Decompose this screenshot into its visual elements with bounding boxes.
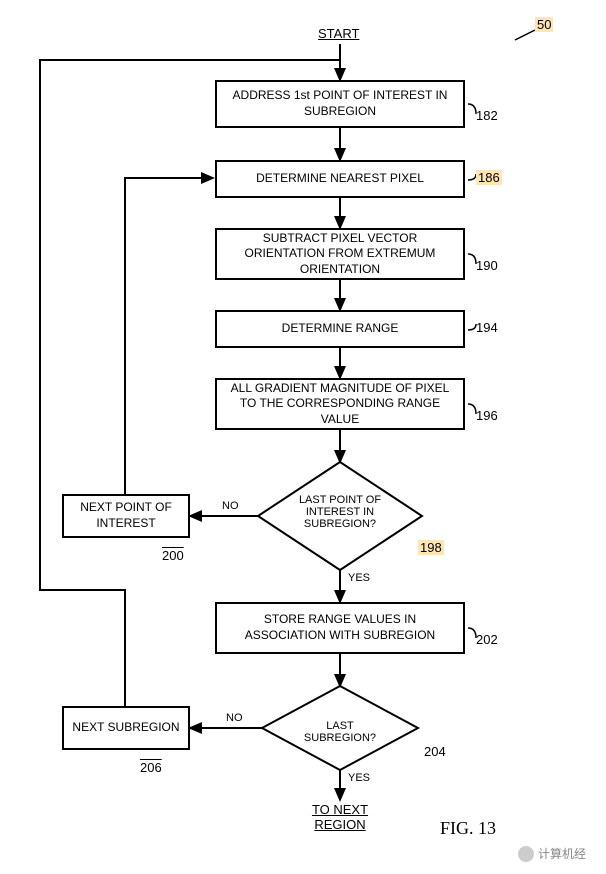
d204-no: NO [226,712,243,724]
start-label: START [318,26,359,41]
ref-194: 194 [476,320,498,335]
end-label: TO NEXT REGION [310,802,370,832]
ref-186: 186 [476,170,502,185]
node-190-text: SUBTRACT PIXEL VECTOR ORIENTATION FROM E… [225,231,455,278]
node-202: STORE RANGE VALUES IN ASSOCIATION WITH S… [215,602,465,654]
node-206-text: NEXT SUBREGION [72,720,179,736]
node-190: SUBTRACT PIXEL VECTOR ORIENTATION FROM E… [215,228,465,280]
watermark: 计算机经 [518,845,586,862]
ref-50: 50 [535,17,553,32]
ref-196: 196 [476,408,498,423]
node-186-text: DETERMINE NEAREST PIXEL [256,171,424,187]
node-182-text: ADDRESS 1st POINT OF INTEREST IN SUBREGI… [225,88,455,119]
node-182: ADDRESS 1st POINT OF INTEREST IN SUBREGI… [215,80,465,128]
decision-204 [262,686,418,770]
figure-caption: FIG. 13 [440,818,496,839]
decision-198 [258,462,422,570]
ref-204: 204 [424,744,446,759]
d198-yes: YES [348,572,370,584]
ref-206: 206 [140,760,162,775]
wechat-icon [518,846,534,862]
watermark-text: 计算机经 [538,845,586,862]
node-196-text: ALL GRADIENT MAGNITUDE OF PIXEL TO THE C… [225,381,455,428]
ref-182: 182 [476,108,498,123]
node-194: DETERMINE RANGE [215,310,465,348]
node-200-text: NEXT POINT OF INTEREST [72,500,180,531]
d204-yes: YES [348,772,370,784]
node-202-text: STORE RANGE VALUES IN ASSOCIATION WITH S… [225,612,455,643]
d198-no: NO [222,500,239,512]
ref-190: 190 [476,258,498,273]
ref-200: 200 [162,548,184,563]
node-196: ALL GRADIENT MAGNITUDE OF PIXEL TO THE C… [215,378,465,430]
ref-198: 198 [418,540,444,555]
node-206: NEXT SUBREGION [62,706,190,750]
node-194-text: DETERMINE RANGE [282,321,399,337]
ref-202: 202 [476,632,498,647]
node-186: DETERMINE NEAREST PIXEL [215,160,465,198]
node-200: NEXT POINT OF INTEREST [62,494,190,538]
